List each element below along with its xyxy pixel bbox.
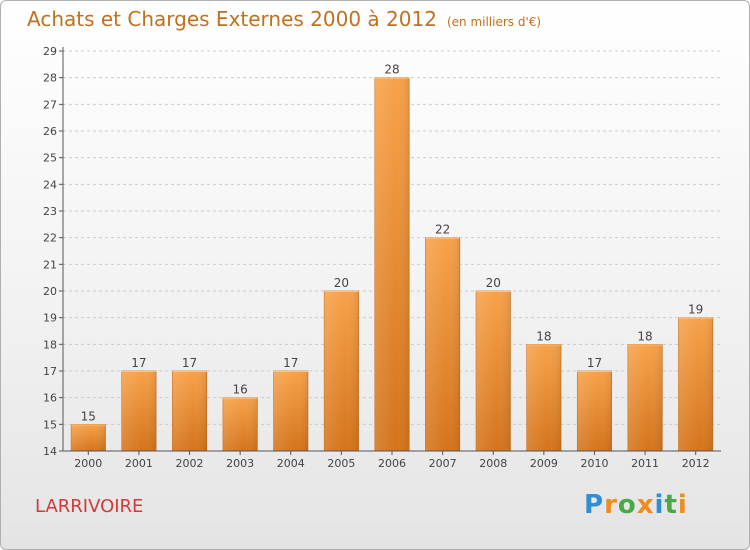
y-tick-label: 26 <box>43 125 57 138</box>
bar <box>576 370 612 452</box>
data-label: 19 <box>688 303 703 317</box>
bar <box>475 290 511 452</box>
data-label: 16 <box>233 383 248 397</box>
logo-letter: i <box>677 490 688 520</box>
x-tick-label: 2007 <box>429 457 457 470</box>
bar <box>627 344 663 452</box>
y-tick-label: 19 <box>43 312 57 325</box>
bar <box>374 77 410 452</box>
x-tick-label: 2000 <box>74 457 102 470</box>
y-tick-label: 28 <box>43 72 57 85</box>
y-tick-label: 27 <box>43 98 57 111</box>
logo-letter: t <box>664 490 678 520</box>
bar <box>121 370 157 452</box>
y-tick-label: 15 <box>43 418 57 431</box>
bar <box>323 290 359 452</box>
bar <box>273 370 309 452</box>
x-axis: 2000 2001 2002 2003 2004 2005 2006 2007 2008 2009… <box>63 450 721 470</box>
y-tick-label: 29 <box>43 45 57 58</box>
data-label: 20 <box>334 276 349 290</box>
y-tick-label: 24 <box>43 178 57 191</box>
data-label: 18 <box>637 329 652 343</box>
data-label: 15 <box>81 409 96 423</box>
proxiti-logo[interactable]: Proxiti <box>584 490 688 520</box>
data-label: 17 <box>587 356 602 370</box>
chart-title-text: Achats et Charges Externes 2000 à 2012 <box>27 7 437 31</box>
logo-letter: P <box>584 490 605 520</box>
y-tick-label: 20 <box>43 285 57 298</box>
data-label: 17 <box>182 356 197 370</box>
y-tick-label: 18 <box>43 338 57 351</box>
bar <box>70 424 106 452</box>
x-tick-label: 2001 <box>125 457 153 470</box>
y-tick-label: 17 <box>43 365 57 378</box>
x-tick-label: 2004 <box>277 457 305 470</box>
bar <box>425 237 461 452</box>
x-tick-label: 2002 <box>176 457 204 470</box>
y-tick-label: 14 <box>43 445 57 458</box>
logo-letter: r <box>604 490 618 520</box>
bar <box>172 370 208 452</box>
data-label: 28 <box>384 63 399 77</box>
bar <box>222 397 258 452</box>
data-labels: 15 17 17 16 17 20 28 22 20 18 17 18 19 <box>81 63 704 424</box>
bar <box>678 317 714 452</box>
data-label: 20 <box>486 276 501 290</box>
x-tick-label: 2009 <box>530 457 558 470</box>
x-tick-label: 2008 <box>479 457 507 470</box>
logo-letter: x <box>636 490 655 520</box>
y-tick-label: 23 <box>43 205 57 218</box>
y-tick-label: 25 <box>43 152 57 165</box>
data-label: 17 <box>131 356 146 370</box>
bars <box>70 77 714 452</box>
x-tick-label: 2006 <box>378 457 406 470</box>
x-tick-label: 2003 <box>226 457 254 470</box>
logo-letter: i <box>654 490 665 520</box>
y-axis: 14 15 16 17 18 19 20 21 22 23 24 25 26 27 28 29 <box>43 45 64 458</box>
data-label: 18 <box>536 329 551 343</box>
bar <box>526 344 562 452</box>
x-tick-label: 2011 <box>631 457 659 470</box>
chart-title: Achats et Charges Externes 2000 à 2012 (e… <box>27 7 541 31</box>
data-label: 17 <box>283 356 298 370</box>
x-tick-label: 2012 <box>682 457 710 470</box>
x-tick-label: 2010 <box>580 457 608 470</box>
y-tick-label: 21 <box>43 258 57 271</box>
x-tick-label: 2005 <box>327 457 355 470</box>
chart-unit: (en milliers d'€) <box>446 15 542 29</box>
y-tick-label: 22 <box>43 232 57 245</box>
data-label: 22 <box>435 223 450 237</box>
y-tick-label: 16 <box>43 392 57 405</box>
commune-name: LARRIVOIRE <box>35 496 144 517</box>
logo-letter: o <box>617 490 637 520</box>
